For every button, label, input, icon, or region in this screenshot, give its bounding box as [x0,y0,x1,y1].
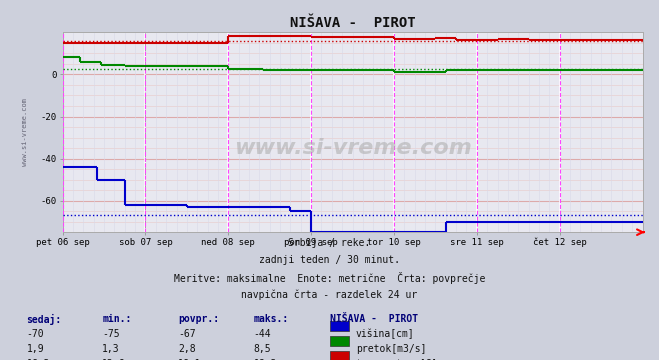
Text: maks.:: maks.: [254,314,289,324]
Text: -67: -67 [178,329,196,339]
Text: www.si-vreme.com: www.si-vreme.com [234,138,471,158]
Text: 13,6: 13,6 [102,359,126,360]
Text: temperatura[C]: temperatura[C] [356,359,438,360]
Text: min.:: min.: [102,314,132,324]
Title: NIŠAVA -  PIROT: NIŠAVA - PIROT [290,16,415,30]
Text: www.si-vreme.com: www.si-vreme.com [22,98,28,166]
Text: 1,9: 1,9 [26,344,44,354]
Text: Srbija / reke.: Srbija / reke. [289,238,370,248]
Text: -75: -75 [102,329,120,339]
Text: navpična črta - razdelek 24 ur: navpična črta - razdelek 24 ur [241,289,418,300]
Text: -70: -70 [26,329,44,339]
Text: Meritve: maksimalne  Enote: metrične  Črta: povprečje: Meritve: maksimalne Enote: metrične Črta… [174,272,485,284]
Text: 1,3: 1,3 [102,344,120,354]
Text: povpr.:: povpr.: [178,314,219,324]
Text: 16,2: 16,2 [26,359,50,360]
Text: 8,5: 8,5 [254,344,272,354]
Text: pretok[m3/s]: pretok[m3/s] [356,344,426,354]
Text: 18,2: 18,2 [254,359,277,360]
Text: zadnji teden / 30 minut.: zadnji teden / 30 minut. [259,255,400,265]
Text: 2,8: 2,8 [178,344,196,354]
Text: 16,1: 16,1 [178,359,202,360]
Text: NIŠAVA -  PIROT: NIŠAVA - PIROT [330,314,418,324]
Text: -44: -44 [254,329,272,339]
Text: višina[cm]: višina[cm] [356,329,415,339]
Text: sedaj:: sedaj: [26,314,61,325]
